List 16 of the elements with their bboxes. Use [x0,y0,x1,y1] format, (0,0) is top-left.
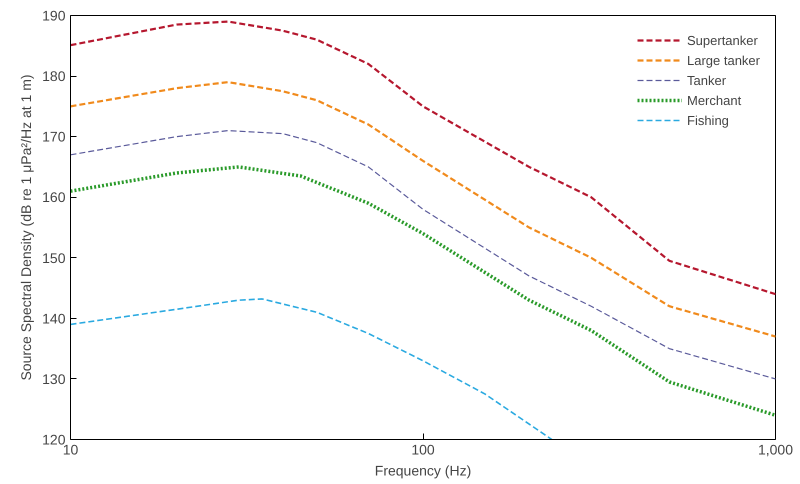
y-tick-label: 150 [42,250,66,266]
y-tick-label: 180 [42,68,66,84]
y-tick-label: 170 [42,128,66,145]
y-tick-label: 140 [42,310,66,326]
legend-label: Fishing [687,112,729,128]
y-tick-label: 160 [42,189,66,206]
x-tick-label: 1,000 [758,442,794,458]
legend-label: Tanker [687,72,726,88]
legend-label: Supertanker [687,32,758,48]
x-axis-title: Frequency (Hz) [374,462,472,478]
x-tick-label: 100 [411,442,435,458]
legend-label: Merchant [687,92,742,108]
y-axis-title: Source Spectral Density (dB re 1 μPa²/Hz at 1 m) [18,74,34,381]
y-tick-label: 130 [42,370,66,387]
legend-label: Large tanker [687,52,760,68]
y-tick-label: 190 [42,8,66,24]
